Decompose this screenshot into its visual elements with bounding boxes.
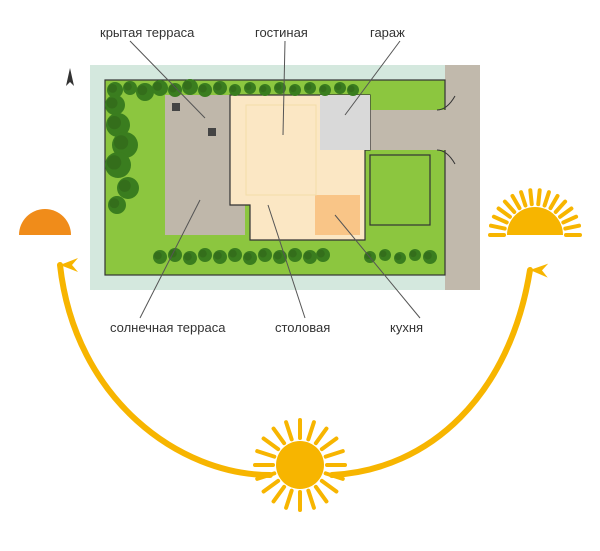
arrowhead (60, 258, 78, 272)
side-lawn (370, 155, 430, 225)
leader-line (268, 205, 305, 318)
driveway (370, 110, 455, 150)
leader-line (283, 41, 285, 135)
leader-line (130, 41, 205, 118)
sun-path-arc (60, 265, 530, 475)
tree-group (105, 79, 437, 265)
leader-line (335, 215, 420, 318)
house-outline (230, 95, 370, 240)
sun-noon-icon (255, 420, 345, 510)
post (208, 128, 216, 136)
road (445, 65, 480, 290)
garage-room (320, 95, 370, 150)
leader-line (140, 200, 200, 318)
lawn (105, 80, 445, 275)
gate-arc (437, 96, 455, 110)
label-covered_terrace: крытая терраса (100, 25, 194, 40)
leader-line (345, 41, 400, 115)
arrowhead (530, 263, 548, 278)
post (172, 103, 180, 111)
covered-terrace (165, 95, 230, 150)
compass-icon (66, 68, 74, 86)
kitchen-room (315, 195, 360, 235)
label-dining: столовая (275, 320, 330, 335)
sun-terrace (165, 140, 245, 235)
label-living_room: гостиная (255, 25, 308, 40)
label-kitchen: кухня (390, 320, 423, 335)
sun-sunset-icon (19, 209, 71, 235)
sun-sunrise-icon (490, 190, 580, 235)
plot-outer (90, 65, 460, 290)
site-plan-diagram (0, 0, 600, 551)
label-sun_terrace: солнечная терраса (110, 320, 225, 335)
label-garage: гараж (370, 25, 405, 40)
